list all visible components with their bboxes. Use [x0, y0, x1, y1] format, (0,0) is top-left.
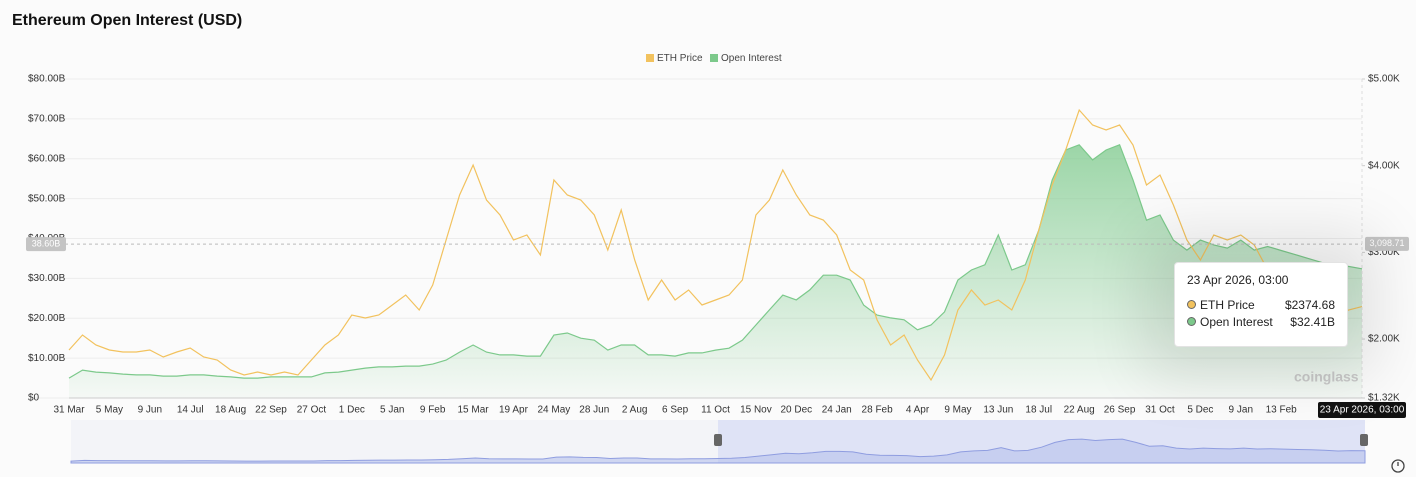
legend-swatch [710, 54, 718, 62]
x-tick-label: 9 Jan [1229, 405, 1253, 416]
x-tick-label: 13 Feb [1266, 405, 1298, 416]
crosshair-label: 38.60B [32, 238, 61, 248]
x-tick-label: 5 May [96, 405, 123, 416]
y-tick-label: $30.00B [28, 273, 66, 284]
tooltip-row: Open Interest $32.41B [1187, 313, 1335, 330]
x-tick-label: 4 Apr [906, 405, 930, 416]
tooltip-value: $32.41B [1290, 314, 1335, 329]
grid [29, 78, 1362, 399]
x-tick-label: 31 Oct [1145, 405, 1175, 416]
tooltip-dot [1187, 317, 1196, 326]
tooltip-name: ETH Price [1200, 297, 1255, 312]
x-highlight-label: 23 Apr 2026, 03:00 [1320, 405, 1405, 416]
x-tick-label: 24 May [537, 405, 570, 416]
x-tick-label: 5 Dec [1187, 405, 1213, 416]
crosshair-label: 3,098.71 [1369, 238, 1404, 248]
x-tick-label: 5 Jan [380, 405, 404, 416]
navigator-area [70, 438, 1366, 464]
x-tick-label: 9 Jun [138, 405, 162, 416]
chart-title: Ethereum Open Interest (USD) [12, 12, 242, 29]
x-tick-label: 9 Feb [420, 405, 446, 416]
legend-swatch [646, 54, 654, 62]
tooltip-title: 23 Apr 2026, 03:00 [1187, 273, 1289, 287]
x-tick-label: 20 Dec [780, 405, 812, 416]
x-tick-label: 31 Mar [53, 405, 85, 416]
navigator [70, 420, 1368, 464]
tooltip-value: $2374.68 [1284, 297, 1335, 312]
y-tick-label: $0 [28, 393, 40, 404]
plot: coinglass [29, 79, 1363, 398]
x-tick-label: 14 Jul [177, 405, 204, 416]
y-tick-label: $10.00B [28, 353, 66, 364]
x-tick-label: 15 Nov [740, 405, 772, 416]
y-tick-label: $80.00B [28, 74, 66, 85]
x-tick-label: 6 Sep [662, 405, 689, 416]
line [68, 144, 1363, 379]
crosshair-label-box [26, 237, 66, 252]
x-tick-label: 15 Mar [458, 405, 490, 416]
legend-label: ETH Price [657, 53, 703, 64]
y-tick-label: $60.00B [28, 153, 66, 164]
axes: $0$10.00B$20.00B$30.00B$40.00B$50.00B$60… [26, 74, 1409, 418]
x-tick-label: 28 Feb [862, 405, 894, 416]
tooltip-name: Open Interest [1200, 314, 1273, 329]
area [69, 144, 1362, 398]
x-tick-label: 22 Aug [1064, 405, 1095, 416]
y2-tick-label: $3.00K [1368, 247, 1400, 258]
y2-tick-label: $4.00K [1368, 160, 1400, 171]
y2-tick-label: $5.00K [1368, 74, 1400, 85]
x-tick-label: 18 Jul [1025, 405, 1052, 416]
x-tick-label: 9 May [944, 405, 971, 416]
x-highlight-box [1318, 402, 1406, 418]
x-tick-label: 2 Aug [622, 405, 648, 416]
tooltip-dot [1187, 300, 1196, 309]
x-tick-label: 24 Jan [822, 405, 852, 416]
y2-tick-label: $2.00K [1368, 334, 1400, 345]
tooltip-row: ETH Price $2374.68 [1187, 296, 1335, 313]
x-tick-label: 11 Oct [701, 405, 730, 416]
x-tick-label: 28 Jun [579, 405, 609, 416]
y-tick-label: $20.00B [28, 313, 66, 324]
line [68, 108, 1363, 382]
x-tick-label: 1 Dec [339, 405, 365, 416]
x-tick-label: 22 Sep [255, 405, 287, 416]
crosshair-label-box [1365, 236, 1409, 251]
y-tick-label: $70.00B [28, 114, 66, 125]
settings-icon[interactable] [1391, 459, 1405, 473]
x-tick-label: 18 Aug [215, 405, 246, 416]
x-tick-label: 19 Apr [499, 405, 529, 416]
x-tick-label: 13 Jun [983, 405, 1013, 416]
legend-label: Open Interest [721, 53, 782, 64]
x-tick-label: 26 Sep [1104, 405, 1136, 416]
legend: ETH Price Open Interest [646, 53, 782, 64]
navigator-handle[interactable] [1360, 434, 1368, 446]
watermark: coinglass [1294, 369, 1359, 385]
x-tick-label: 27 Oct [297, 405, 327, 416]
y2-tick-label: $1.32K [1368, 393, 1400, 404]
tooltip: 23 Apr 2026, 03:00 ETH Price $2374.68 Ope… [1174, 262, 1348, 347]
navigator-handle[interactable] [714, 434, 722, 446]
y-tick-label: $50.00B [28, 193, 66, 204]
